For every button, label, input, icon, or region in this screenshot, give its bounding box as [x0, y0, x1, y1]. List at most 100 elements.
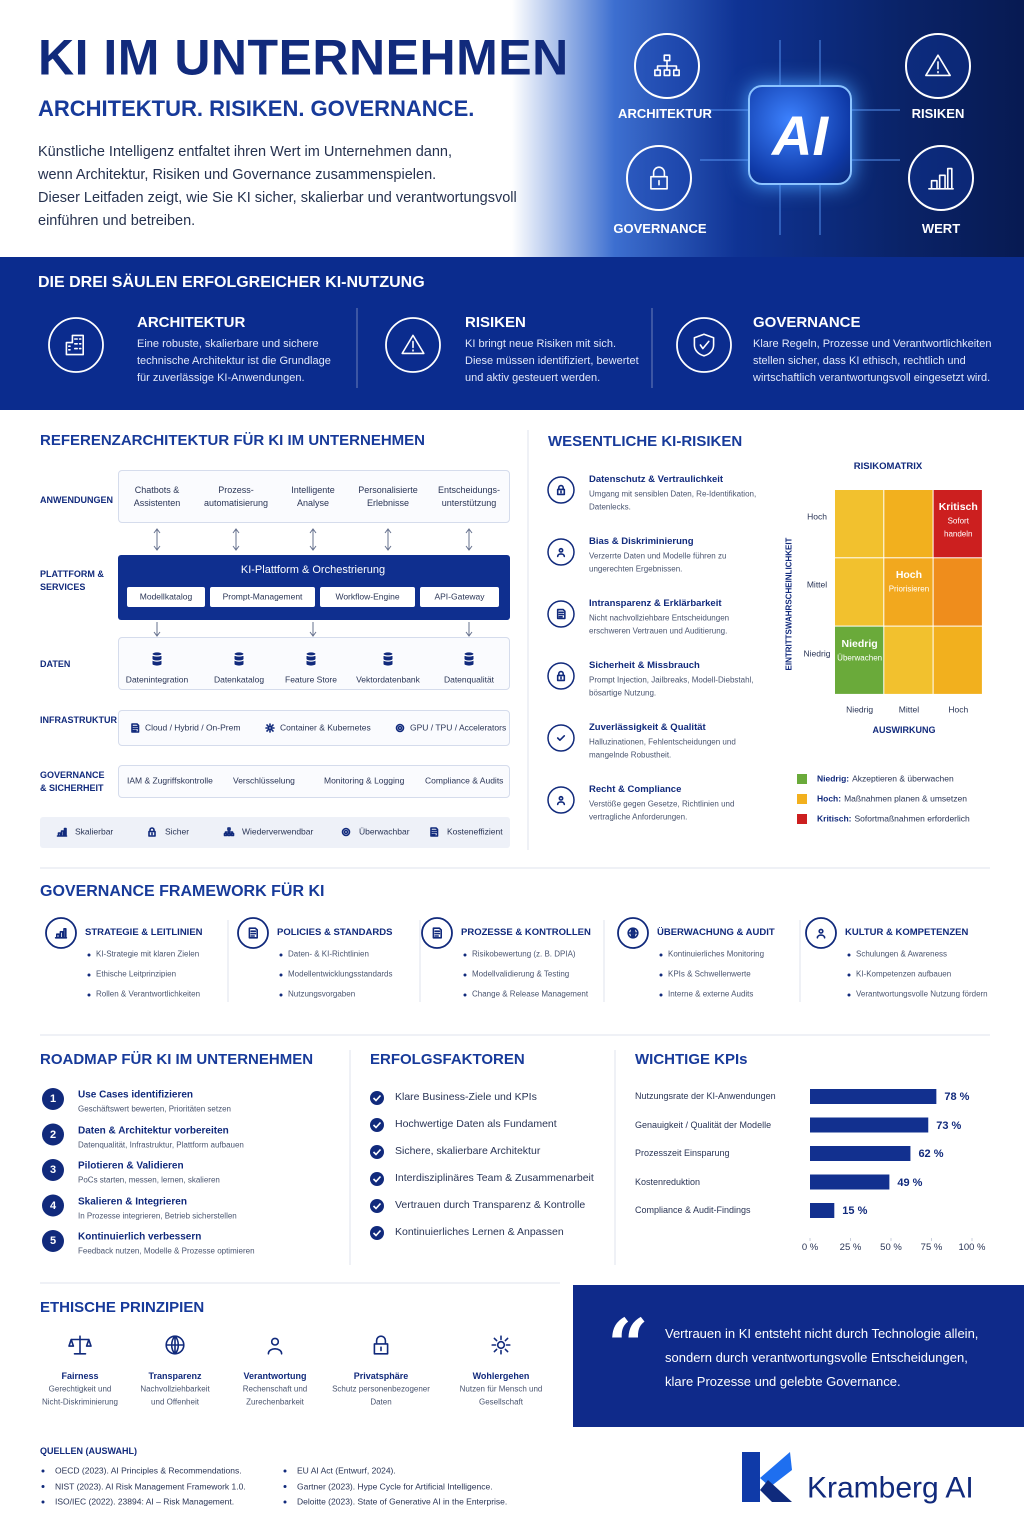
- legend-swatch: [797, 774, 807, 784]
- governance-item: Compliance & Audits: [425, 775, 504, 786]
- icon: [383, 652, 393, 666]
- framework-bullet: Daten- & KI-Richtlinien: [288, 949, 369, 959]
- step-title: Daten & Architektur vorbereiten: [78, 1125, 229, 1136]
- logo-mark: [742, 1452, 760, 1502]
- check: [372, 1175, 382, 1183]
- layer-label: INFRASTRUKTUR: [40, 715, 117, 726]
- layer-label: ANWENDUNGEN: [40, 495, 113, 506]
- pillar-text: Klare Regeln, Prozesse und Verantwortlic…: [753, 337, 992, 350]
- risk-title: Sicherheit & Missbrauch: [589, 659, 700, 671]
- sources-title: QUELLEN (AUSWAHL): [40, 1446, 137, 1457]
- bullet: [283, 1485, 287, 1488]
- icon-ring: [805, 917, 837, 949]
- success-factor: Kontinuierliches Lernen & Anpassen: [395, 1226, 564, 1239]
- legend-term: Niedrig:: [817, 773, 850, 784]
- legend-text: Maßnahmen planen & umsetzen: [844, 793, 967, 804]
- platform-service: Workflow-Engine: [335, 591, 400, 602]
- app-item: Analyse: [296, 498, 330, 509]
- kpi-label: Prozesszeit Einsparung: [635, 1148, 730, 1159]
- ethics-text: Schutz personenbezogener: [332, 1384, 430, 1394]
- matrix-cell: [835, 626, 884, 694]
- icon: [166, 1336, 184, 1354]
- risk-title: Datenschutz & Vertraulichkeit: [589, 473, 724, 485]
- hero-label: GOVERNANCE: [613, 220, 707, 236]
- section-title: ETHISCHE PRINZIPIEN: [40, 1298, 205, 1316]
- icon-ring: [421, 917, 453, 949]
- benefit: Überwachbar: [359, 826, 410, 837]
- bullet: [463, 993, 467, 997]
- risk-text: bösartige Nutzung.: [589, 688, 657, 698]
- matrix-cell-text: Sofort: [947, 516, 969, 526]
- ethics-title: Transparenz: [148, 1371, 202, 1382]
- bullet: [659, 973, 663, 977]
- success-factor: Hochwertige Daten als Fundament: [395, 1118, 557, 1131]
- step-circle: [42, 1159, 64, 1181]
- app-item: automatisierung: [203, 498, 269, 509]
- icon: [433, 928, 441, 938]
- icon-ring: [676, 317, 732, 373]
- arrow-head: [153, 631, 161, 637]
- platform-service-box: [210, 587, 315, 607]
- icon-ring: [617, 917, 649, 949]
- step-text: Feedback nutzen, Modelle & Prozesse opti…: [78, 1246, 255, 1256]
- legend-swatch: [797, 814, 807, 824]
- benefit: Wiederverwendbar: [242, 826, 314, 837]
- arrow-head: [309, 631, 317, 637]
- icon: [374, 1336, 387, 1354]
- section-title: GOVERNANCE FRAMEWORK FÜR KI: [40, 883, 325, 901]
- icon: [558, 549, 565, 557]
- matrix-cell: [933, 626, 982, 694]
- ethics-title: Fairness: [61, 1371, 99, 1382]
- pillar-title: GOVERNANCE: [753, 313, 861, 331]
- matrix-cell: [933, 558, 982, 626]
- framework-bullet: Ethische Leitprinzipien: [96, 969, 177, 979]
- risk-title: Zuverlässigkeit & Qualität: [589, 721, 706, 733]
- icon: [58, 829, 67, 837]
- icon: [397, 725, 404, 732]
- quote-line: Vertrauen in KI entsteht nicht durch Tec…: [665, 1325, 979, 1341]
- icon: [266, 724, 274, 732]
- icon: [926, 55, 950, 75]
- check: [372, 1121, 382, 1129]
- x-tick-label: 25 %: [839, 1241, 862, 1253]
- platform-service: Prompt-Management: [222, 591, 303, 602]
- matrix-x-level: Hoch: [948, 704, 969, 715]
- icon: [558, 672, 565, 681]
- kpi-label: Kostenreduktion: [635, 1176, 701, 1187]
- layer-box: [118, 470, 510, 523]
- platform-service: Modellkatalog: [139, 591, 193, 602]
- bullet: [283, 1469, 287, 1473]
- app-item: Erlebnisse: [366, 498, 410, 509]
- pillars-band: [0, 257, 1024, 410]
- icon-ring: [45, 917, 77, 949]
- chart-title: WICHTIGE KPIs: [635, 1050, 748, 1068]
- section-title: ERFOLGSFAKTOREN: [370, 1050, 525, 1068]
- platform-service-box: [127, 587, 205, 607]
- icon-ring: [547, 538, 575, 566]
- bullet: [283, 1500, 287, 1504]
- pillar-title: ARCHITEKTUR: [137, 313, 246, 331]
- framework-bullet: KI-Strategie mit klaren Zielen: [96, 949, 200, 959]
- step-circle: [42, 1230, 64, 1252]
- source: OECD (2023). AI Principles & Recommendat…: [55, 1465, 242, 1476]
- risk-text: mangelnde Robustheit.: [589, 750, 672, 760]
- matrix-x-level: Niedrig: [846, 704, 874, 715]
- source: NIST (2023). AI Risk Management Framewor…: [55, 1480, 246, 1491]
- kpi-label: Genauigkeit / Qualität der Modelle: [635, 1119, 772, 1130]
- bullet: [41, 1500, 45, 1504]
- step-text: In Prozesse integrieren, Betrieb sichers…: [78, 1211, 237, 1221]
- bullet: [847, 953, 851, 957]
- bullet: [847, 993, 851, 997]
- step-text: Geschäftswert bewerten, Prioritäten setz…: [78, 1104, 231, 1114]
- icon: [492, 1336, 510, 1354]
- success-factor: Vertrauen durch Transparenz & Kontrolle: [395, 1199, 586, 1212]
- hero-label: ARCHITEKTUR: [618, 105, 712, 121]
- icon: [651, 167, 667, 189]
- source: ISO/IEC (2022). 23894: AI – Risk Managem…: [55, 1496, 235, 1507]
- pillar-text: Eine robuste, skalierbare und sichere: [137, 337, 319, 350]
- icon: [149, 828, 155, 836]
- bar: [810, 1146, 911, 1161]
- bar: [810, 1089, 937, 1104]
- section-title: REFERENZARCHITEKTUR FÜR KI IM UNTERNEHME…: [40, 431, 425, 449]
- framework-bullet: KPIs & Schwellenwerte: [668, 969, 751, 979]
